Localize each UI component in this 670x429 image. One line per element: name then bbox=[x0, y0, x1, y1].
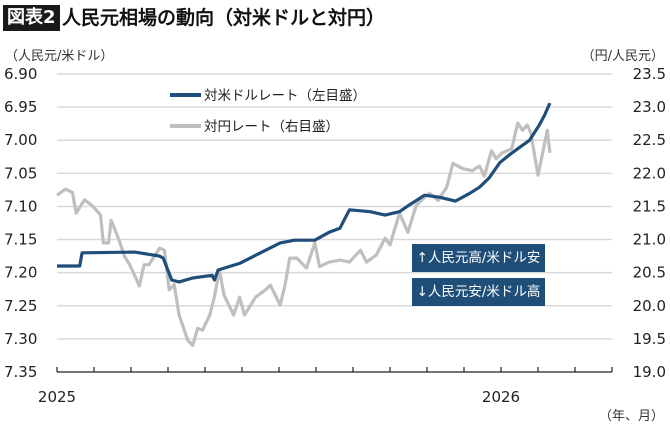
x-tick-label: 2025 bbox=[38, 388, 76, 406]
left-tick-label: 7.25 bbox=[4, 297, 37, 315]
figure-number-badge: 図表2 bbox=[3, 5, 60, 31]
right-tick-label: 19.5 bbox=[633, 330, 666, 348]
right-tick-label: 21.0 bbox=[633, 231, 666, 249]
left-axis-unit: （人民元/米ドル） bbox=[5, 49, 114, 64]
right-tick-label: 22.0 bbox=[633, 164, 666, 182]
jpy-rate-line bbox=[56, 121, 552, 348]
left-tick-label: 6.90 bbox=[4, 65, 37, 83]
x-tick-label: 2026 bbox=[482, 388, 520, 406]
right-axis-unit: （円/人民元） bbox=[581, 49, 664, 64]
right-tick-label: 23.0 bbox=[633, 98, 666, 116]
legend-label: 対米ドルレート（左目盛） bbox=[204, 88, 366, 104]
legend-label: 対円レート（右目盛） bbox=[204, 119, 339, 135]
left-tick-label: 7.00 bbox=[4, 131, 37, 149]
left-tick-label: 7.15 bbox=[4, 231, 37, 249]
right-tick-label: 21.5 bbox=[633, 197, 666, 215]
left-tick-label: 6.95 bbox=[4, 98, 37, 116]
right-tick-label: 20.0 bbox=[633, 297, 666, 315]
left-tick-label: 7.10 bbox=[4, 197, 37, 215]
right-tick-label: 23.5 bbox=[633, 65, 666, 83]
left-tick-label: 7.20 bbox=[4, 264, 37, 282]
annotation-yuan-up: ↑人民元高/米ドル安 bbox=[412, 244, 545, 272]
x-axis-unit: （年、月） bbox=[598, 409, 664, 424]
annotation-yuan-down: ↓人民元安/米ドル高 bbox=[412, 278, 545, 306]
chart-title: 人民元相場の動向（対米ドルと対円） bbox=[62, 7, 386, 29]
left-tick-label: 7.35 bbox=[4, 363, 37, 381]
usd-rate-line bbox=[57, 102, 552, 284]
left-tick-label: 7.05 bbox=[4, 164, 37, 182]
right-tick-label: 19.0 bbox=[633, 363, 666, 381]
right-tick-label: 22.5 bbox=[633, 131, 666, 149]
right-tick-label: 20.5 bbox=[633, 264, 666, 282]
left-tick-label: 7.30 bbox=[4, 330, 37, 348]
